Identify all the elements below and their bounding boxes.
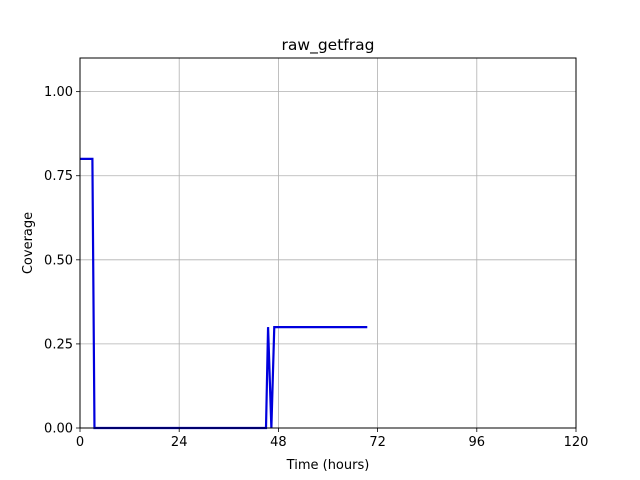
series-lines (80, 157, 368, 430)
y-tick-label: 1.00 (44, 85, 73, 100)
x-tick-label: 72 (369, 435, 386, 450)
y-axis-label: Coverage (21, 212, 36, 274)
y-tick-label: 0.50 (44, 253, 73, 268)
x-axis-label: Time (hours) (286, 458, 370, 473)
x-tick-label: 0 (76, 435, 84, 450)
axis-ticks: 0 24 48 72 96 120 0.00 0.25 0.50 0.75 1.00 (44, 85, 588, 450)
y-tick-label: 0.25 (44, 337, 73, 352)
plot-frame (79, 57, 577, 429)
y-tick-label: 0.75 (44, 169, 73, 184)
x-tick-label: 48 (270, 435, 287, 450)
chart-title: raw_getfrag (282, 36, 375, 55)
series-line (80, 157, 368, 430)
y-tick-label: 0.00 (44, 422, 73, 437)
x-tick-label: 24 (171, 435, 188, 450)
x-tick-label: 120 (564, 435, 589, 450)
x-tick-label: 96 (469, 435, 486, 450)
